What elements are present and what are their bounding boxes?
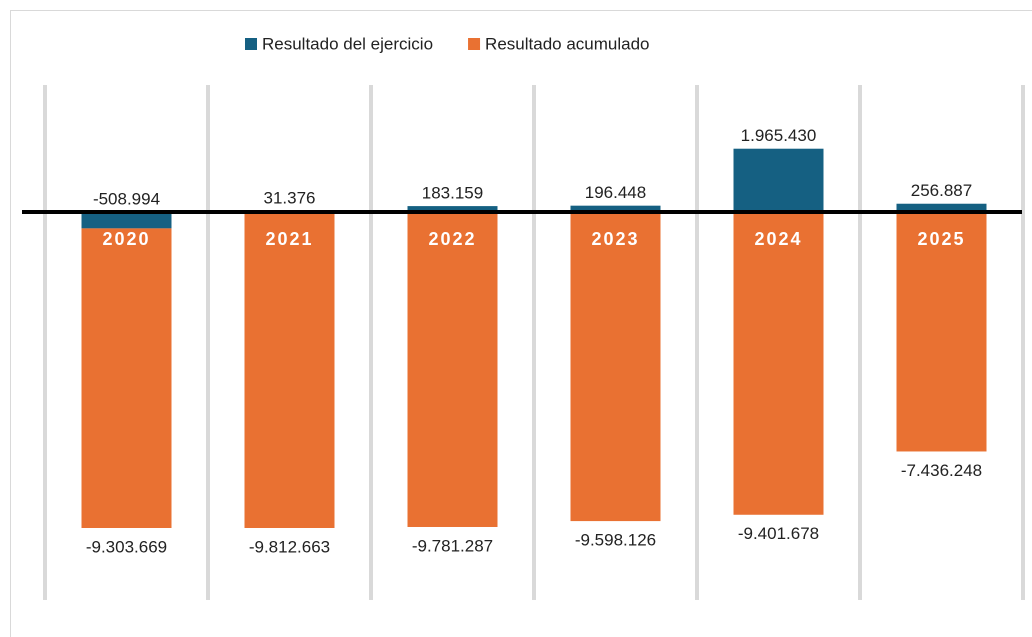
category-label: 2021	[265, 229, 313, 249]
data-label: 183.159	[422, 184, 483, 203]
legend-swatch	[245, 38, 257, 50]
legend-swatch	[468, 38, 481, 50]
bar	[81, 212, 172, 229]
data-label: -508.994	[93, 189, 160, 208]
data-label: -9.812.663	[249, 537, 330, 556]
category-label: 2024	[754, 229, 802, 249]
data-label: 1.965.430	[741, 126, 817, 145]
bar	[407, 206, 498, 212]
legend-label: Resultado del ejercicio	[262, 34, 433, 53]
category-label: 2020	[102, 229, 150, 249]
data-label: 31.376	[264, 188, 316, 207]
data-label: -7.436.248	[901, 461, 982, 480]
category-label: 2023	[591, 229, 639, 249]
bar	[570, 212, 661, 522]
bar	[244, 212, 335, 528]
data-label: -9.598.126	[575, 531, 656, 550]
bar	[81, 228, 172, 528]
legend-label: Resultado acumulado	[485, 34, 649, 53]
bar	[407, 212, 498, 527]
category-label: 2025	[917, 229, 965, 249]
bar	[896, 212, 987, 452]
bar	[570, 205, 661, 212]
data-label: 196.448	[585, 183, 646, 202]
data-label: -9.401.678	[738, 524, 819, 543]
data-label: -9.303.669	[86, 537, 167, 556]
bar	[896, 203, 987, 212]
data-label: -9.781.287	[412, 536, 493, 555]
bar	[733, 148, 824, 212]
bar	[733, 212, 824, 515]
data-label: 256.887	[911, 181, 972, 200]
category-label: 2022	[428, 229, 476, 249]
